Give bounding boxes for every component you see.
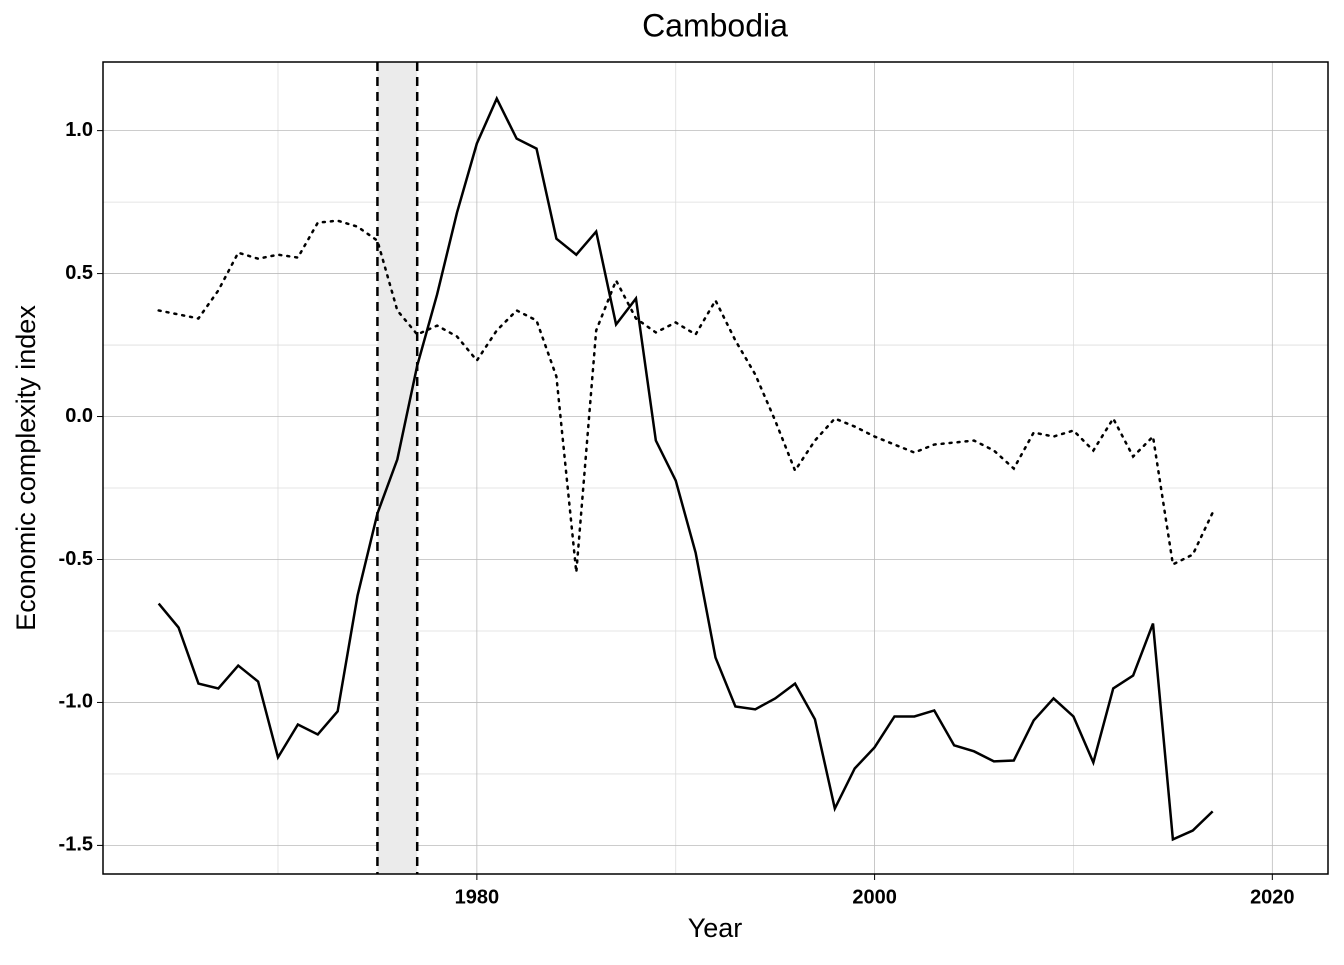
chart-title: Cambodia [642, 7, 788, 43]
plot-frame [102, 61, 1329, 875]
shaded-region [377, 62, 418, 874]
series-line [157, 95, 1214, 842]
y-tick-label: -1.0 [59, 691, 93, 713]
x-axis-label: Year [688, 913, 743, 943]
y-tick-label: -1.5 [59, 834, 93, 856]
x-tick-label: 1980 [455, 886, 500, 908]
y-tick-label: 0.5 [65, 262, 93, 284]
x-tick-label: 2020 [1250, 886, 1295, 908]
y-tick-label: -0.5 [59, 548, 93, 570]
y-tick-label: 0.0 [65, 405, 93, 427]
y-tick-label: 1.0 [65, 119, 93, 141]
x-tick-label: 2000 [852, 886, 897, 908]
y-axis-label: Economic complexity index [11, 305, 41, 631]
